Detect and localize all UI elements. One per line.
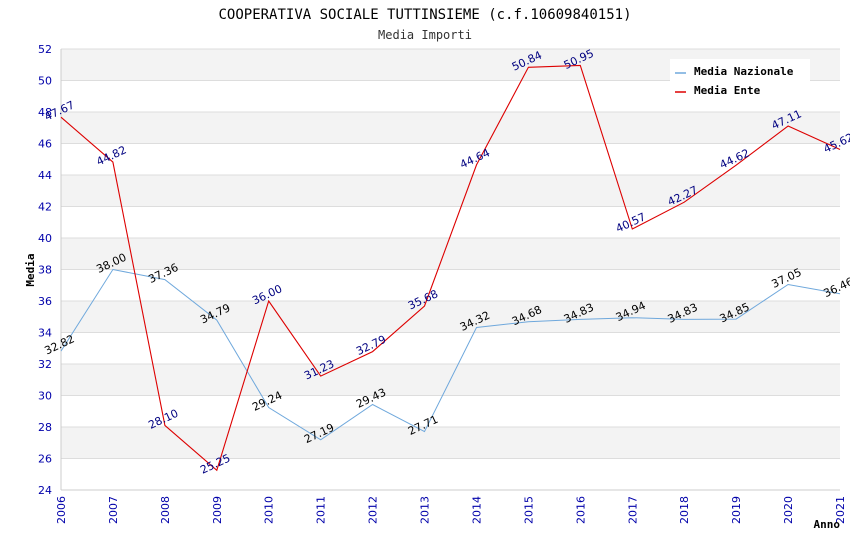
chart-subtitle: Media Importi	[378, 28, 472, 42]
y-tick-label: 46	[38, 138, 52, 151]
series-line-media-nazionale	[60, 268, 841, 441]
legend-box	[670, 59, 810, 101]
grid-band	[61, 238, 840, 270]
x-tick-label: 2021	[834, 496, 847, 524]
grid-band	[61, 269, 840, 301]
x-tick-label: 2007	[107, 496, 120, 524]
y-tick-label: 48	[38, 106, 52, 119]
x-tick-labels: 2006 2007 2008 2009 2010 2011 2012 2013 2014 2015…	[55, 496, 847, 524]
y-tick-label: 40	[38, 232, 52, 245]
legend-label-media-ente: Media Ente	[694, 84, 761, 97]
grid-band	[61, 332, 840, 364]
legend-label-media-nazionale: Media Nazionale	[694, 65, 794, 78]
grid-band	[61, 395, 840, 427]
x-tick-label: 2020	[782, 496, 795, 524]
x-tick-label: 2015	[522, 496, 535, 524]
series-line-media-ente	[60, 64, 841, 472]
legend: Media Nazionale Media Ente	[670, 59, 810, 101]
y-tick-label: 36	[38, 295, 52, 308]
series-lines	[60, 64, 841, 472]
grid-band	[61, 112, 840, 144]
x-tick-label: 2018	[678, 496, 691, 524]
grid-band	[61, 175, 840, 207]
x-tick-label: 2008	[159, 496, 172, 524]
chart-title: COOPERATIVA SOCIALE TUTTINSIEME (c.f.106…	[218, 7, 631, 23]
x-tick-label: 2011	[315, 496, 328, 524]
grid-band	[61, 427, 840, 459]
y-tick-labels: 24 26 28 30 32 34 36 38 40 42 44 46 48 50 52	[38, 43, 52, 497]
y-axis-label: Media	[24, 253, 37, 286]
grid-band	[61, 143, 840, 175]
x-tick-label: 2016	[574, 496, 587, 524]
y-tick-label: 42	[38, 201, 52, 214]
y-tick-label: 28	[38, 421, 52, 434]
y-tick-label: 26	[38, 453, 52, 466]
y-tick-label: 38	[38, 264, 52, 277]
grid-bands	[61, 48, 840, 491]
x-tick-label: 2013	[419, 496, 432, 524]
y-tick-label: 44	[38, 169, 52, 182]
x-tick-label: 2014	[470, 496, 483, 524]
grid-band	[61, 301, 840, 333]
axes	[60, 49, 840, 491]
y-tick-label: 24	[38, 484, 52, 497]
x-tick-label: 2010	[263, 496, 276, 524]
x-tick-label: 2017	[626, 496, 639, 524]
grid-band	[61, 206, 840, 238]
x-tick-label: 2006	[55, 496, 68, 524]
y-tick-label: 34	[38, 327, 52, 340]
y-tick-label: 52	[38, 43, 52, 56]
x-axis-label: Anno	[814, 518, 841, 531]
x-tick-label: 2009	[211, 496, 224, 524]
grid-band	[61, 458, 840, 490]
y-tick-label: 50	[38, 75, 52, 88]
y-tick-label: 32	[38, 358, 52, 371]
x-tick-label: 2019	[730, 496, 743, 524]
y-tick-label: 30	[38, 390, 52, 403]
x-tick-label: 2012	[367, 496, 380, 524]
